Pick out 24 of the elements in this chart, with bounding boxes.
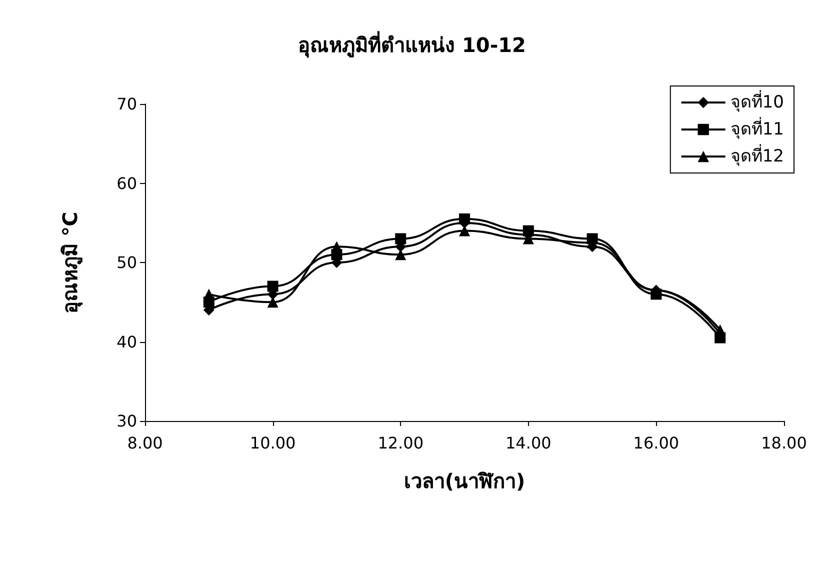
y-tick-label: 60 bbox=[116, 174, 137, 193]
x-tick-label: 12.00 bbox=[378, 434, 424, 452]
y-tick-label: 70 bbox=[116, 94, 137, 114]
y-tick-label: 40 bbox=[116, 332, 137, 352]
y-axis-title: อุณหภูมิ °C bbox=[58, 212, 84, 314]
y-tick-label: 50 bbox=[116, 253, 137, 272]
x-tick-label: 10.00 bbox=[250, 434, 296, 452]
legend-label: จุดที่11 bbox=[730, 116, 784, 140]
x-tick-label: 18.00 bbox=[761, 434, 807, 452]
x-tick-label: 14.00 bbox=[505, 434, 552, 452]
point bbox=[203, 288, 214, 300]
point bbox=[395, 233, 406, 244]
point bbox=[714, 324, 726, 336]
point bbox=[522, 225, 534, 236]
legend-label: จุดที่12 bbox=[730, 144, 784, 166]
legend-label: จุดที่10 bbox=[730, 90, 784, 112]
point bbox=[331, 241, 342, 252]
chart-title: อุณหภูมิที่ตำแหน่ง 10-12 bbox=[298, 30, 526, 59]
x-tick-label: 16.00 bbox=[633, 434, 680, 452]
x-tick-label: 8.00 bbox=[127, 434, 163, 452]
x-axis-title: เวลา(นาฬิกา) bbox=[404, 469, 526, 493]
point bbox=[267, 280, 278, 292]
point bbox=[459, 213, 470, 224]
y-tick-label: 30 bbox=[116, 412, 137, 430]
